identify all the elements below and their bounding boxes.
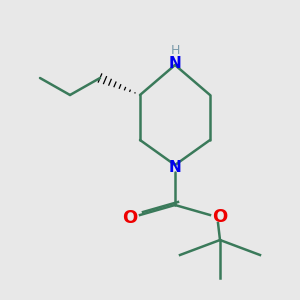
Text: O: O <box>122 209 138 227</box>
Text: N: N <box>169 56 182 70</box>
Text: N: N <box>169 160 182 175</box>
Text: H: H <box>170 44 180 58</box>
Text: O: O <box>212 208 228 226</box>
